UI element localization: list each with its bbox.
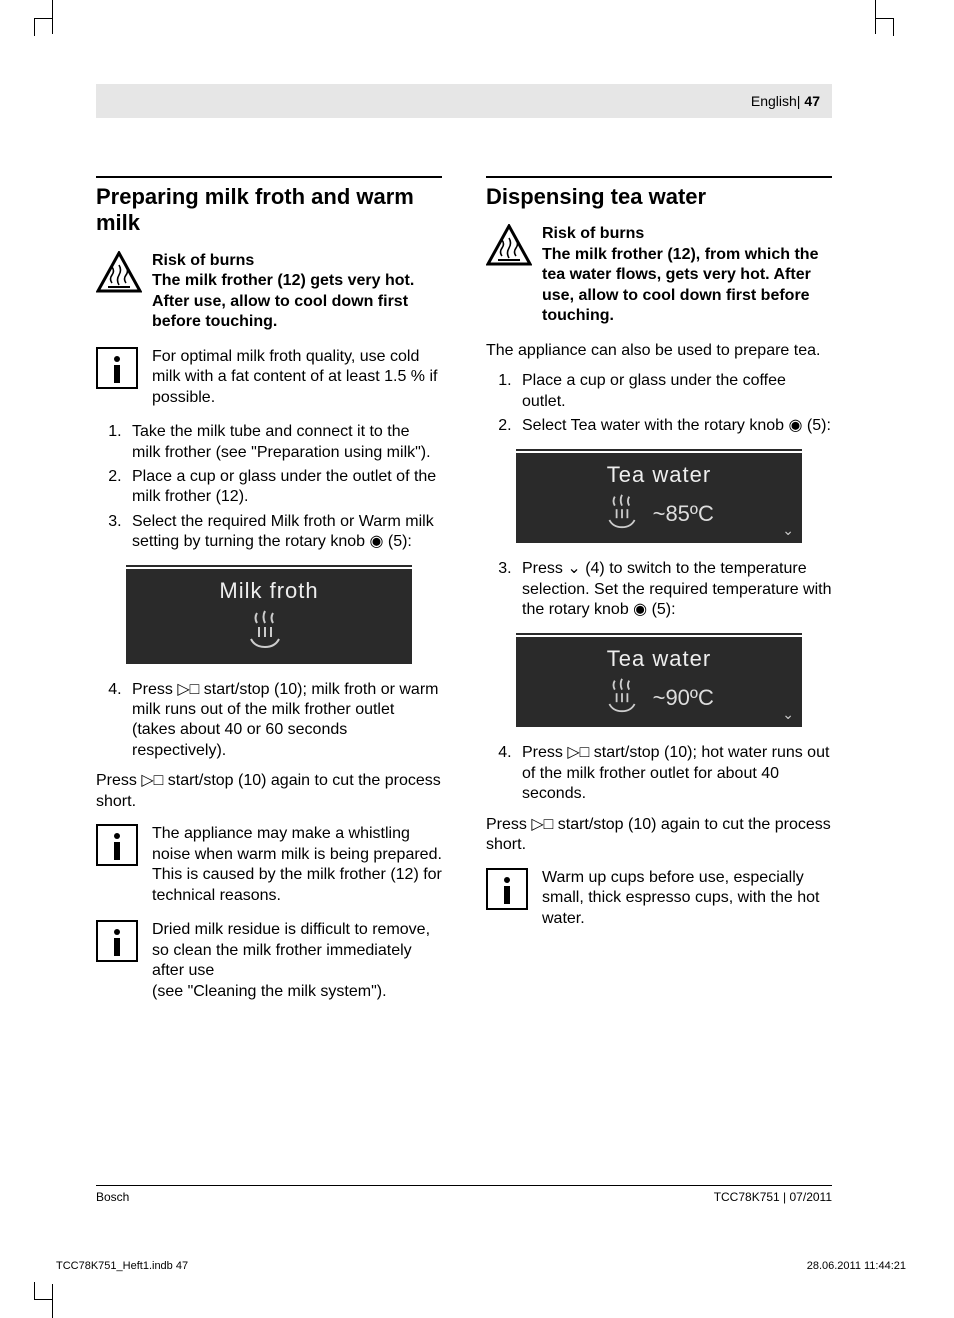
footer-brand: Bosch bbox=[96, 1190, 129, 1204]
lcd-title: Milk froth bbox=[126, 577, 412, 605]
steam-cup-icon bbox=[245, 609, 285, 655]
right-steps-c: Press ▷□ start/stop (10); hot water runs… bbox=[486, 743, 832, 804]
page-footer: Bosch TCC78K751 | 07/2011 bbox=[96, 1185, 832, 1204]
warning-hot-icon bbox=[96, 251, 142, 333]
lcd-tea-90: Tea water ~90ºC ⌄ bbox=[514, 631, 804, 730]
lcd-tea-85: Tea water ~85ºC ⌄ bbox=[514, 447, 804, 546]
list-item: Press ⌄ (4) to switch to the temperature… bbox=[516, 559, 832, 620]
list-item: Press ▷□ start/stop (10); milk froth or … bbox=[126, 680, 442, 762]
right-intro: The appliance can also be used to prepar… bbox=[486, 341, 832, 361]
lcd-temp: ~85ºC bbox=[653, 500, 714, 528]
chevron-down-icon: ⌄ bbox=[782, 522, 794, 540]
list-item: Place a cup or glass under the outlet of… bbox=[126, 467, 442, 508]
left-steps-b: Press ▷□ start/stop (10); milk froth or … bbox=[96, 680, 442, 762]
list-item: Press ▷□ start/stop (10); hot water runs… bbox=[516, 743, 832, 804]
right-column: Dispensing tea water Risk of burns The m… bbox=[486, 176, 832, 1016]
list-item: Select Tea water with the rotary knob ◉ … bbox=[516, 416, 832, 436]
info-icon bbox=[96, 920, 138, 1002]
header-page: 47 bbox=[804, 93, 820, 109]
right-steps-b: Press ⌄ (4) to switch to the temperature… bbox=[486, 559, 832, 620]
lcd-title: Tea water bbox=[516, 461, 802, 489]
left-warning-text: Risk of burns The milk frother (12) gets… bbox=[152, 251, 442, 333]
header-band: English | 47 bbox=[96, 84, 832, 118]
print-stamp: 28.06.2011 11:44:21 bbox=[807, 1260, 906, 1272]
right-heading: Dispensing tea water bbox=[486, 184, 832, 210]
footer-model: TCC78K751 | 07/2011 bbox=[714, 1190, 832, 1204]
steam-cup-icon bbox=[604, 493, 640, 535]
lcd-title: Tea water bbox=[516, 645, 802, 673]
left-info-2: The appliance may make a whistling noise… bbox=[152, 824, 442, 906]
right-steps-a: Place a cup or glass under the coffee ou… bbox=[486, 371, 832, 436]
info-icon bbox=[486, 868, 528, 929]
left-info-3: Dried milk residue is difficult to remov… bbox=[152, 920, 442, 1002]
left-column: Preparing milk froth and warm milk Risk … bbox=[96, 176, 442, 1016]
right-tail: Press ▷□ start/stop (10) again to cut th… bbox=[486, 815, 832, 856]
lcd-temp: ~90ºC bbox=[653, 684, 714, 712]
print-mark: TCC78K751_Heft1.indb 47 28.06.2011 11:44… bbox=[52, 1260, 910, 1272]
left-info-1: For optimal milk froth quality, use cold… bbox=[152, 347, 442, 408]
left-heading: Preparing milk froth and warm milk bbox=[96, 184, 442, 237]
list-item: Select the required Milk froth or Warm m… bbox=[126, 512, 442, 553]
chevron-down-icon: ⌄ bbox=[782, 706, 794, 724]
right-info-1: Warm up cups before use, especially smal… bbox=[542, 868, 832, 929]
steam-cup-icon bbox=[604, 677, 640, 719]
left-tail: Press ▷□ start/stop (10) again to cut th… bbox=[96, 771, 442, 812]
info-icon bbox=[96, 824, 138, 906]
list-item: Place a cup or glass under the coffee ou… bbox=[516, 371, 832, 412]
list-item: Take the milk tube and connect it to the… bbox=[126, 422, 442, 463]
lcd-milk-froth: Milk froth bbox=[124, 563, 414, 666]
header-sep: | bbox=[797, 93, 801, 109]
header-lang: English bbox=[751, 93, 797, 109]
right-warning-text: Risk of burns The milk frother (12), fro… bbox=[542, 224, 832, 326]
left-steps-a: Take the milk tube and connect it to the… bbox=[96, 422, 442, 553]
warning-hot-icon bbox=[486, 224, 532, 326]
print-file: TCC78K751_Heft1.indb 47 bbox=[56, 1260, 188, 1272]
info-icon bbox=[96, 347, 138, 408]
